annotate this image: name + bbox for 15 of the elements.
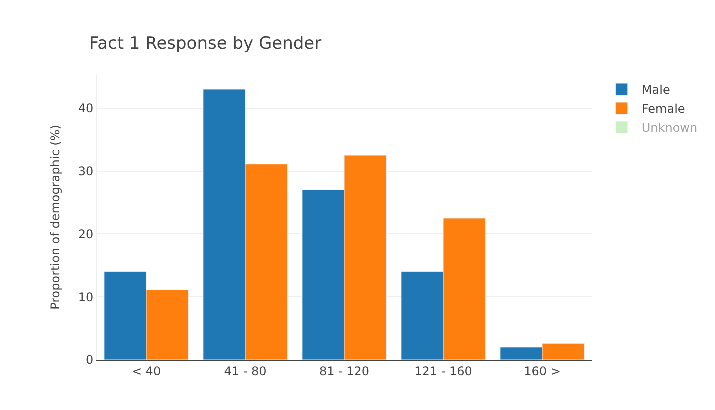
x-tick-label: 41 - 80 [224,364,267,378]
y-tick-label: 0 [86,353,94,368]
x-tick-label: 160 > [524,364,561,378]
chart-title: Fact 1 Response by Gender [89,34,322,54]
legend-label: Female [642,102,686,116]
y-tick-label: 20 [78,227,94,242]
x-tick-label: 121 - 160 [414,364,472,378]
y-tick-label: 10 [78,290,94,304]
y-tick-label: 40 [78,102,94,116]
x-tick-label: 81 - 120 [319,364,370,378]
legend-label: Male [642,83,670,98]
x-tick-label: < 40 [132,364,162,378]
y-tick-label: 30 [78,164,94,178]
legend-label: Unknown [642,121,698,136]
y-axis-title: Proportion of demographic (%) [48,125,63,310]
